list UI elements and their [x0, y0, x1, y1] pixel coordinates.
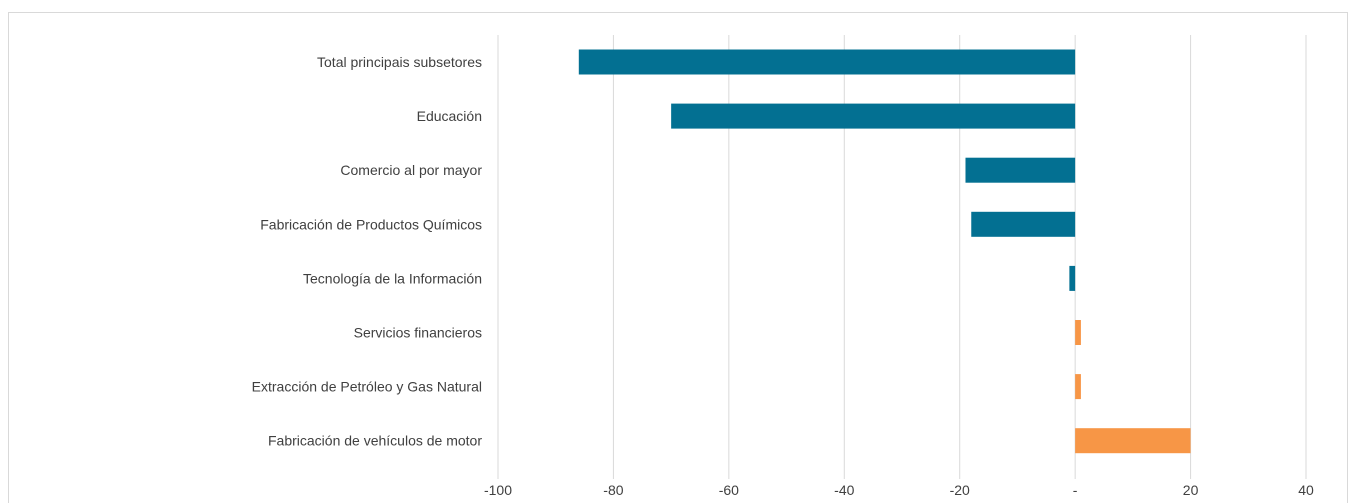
- bar: [578, 49, 1076, 75]
- category-label: Servicios financieros: [354, 325, 482, 341]
- category-label: Comercio al por mayor: [340, 162, 482, 178]
- x-tick-label: -40: [834, 482, 854, 498]
- x-tick-label: -20: [950, 482, 970, 498]
- x-tick-label: -60: [719, 482, 739, 498]
- chart-area: [8, 12, 1348, 503]
- x-axis-tick-labels: -100 -80 -60 -40 -20-20 40: [484, 482, 1314, 498]
- x-tick-label: -100: [484, 482, 512, 498]
- bar: [971, 211, 1076, 237]
- category-label: Total principais subsetores: [317, 54, 482, 70]
- gridlines: [497, 35, 1307, 479]
- category-labels: Total principais subsetores Educación Come…: [252, 54, 483, 449]
- bar: [1075, 374, 1081, 400]
- category-label: Extracción de Petróleo y Gas Natural: [252, 379, 482, 395]
- bar: [1069, 265, 1076, 291]
- bar: [1075, 428, 1191, 454]
- category-label: Fabricación de vehículos de motor: [268, 433, 482, 449]
- category-label: Educación: [417, 108, 482, 124]
- bars: [578, 49, 1191, 454]
- bar: [1075, 320, 1081, 345]
- category-label: Tecnología de la Información: [303, 270, 482, 286]
- category-label: Fabricación de Productos Químicos: [260, 216, 482, 232]
- x-tick-label: -80: [603, 482, 623, 498]
- x-tick-label: 40: [1298, 482, 1314, 498]
- x-tick-label: -: [1073, 482, 1078, 498]
- bar: [671, 103, 1076, 129]
- x-tick-label: 20: [1183, 482, 1199, 498]
- bar: [965, 157, 1076, 183]
